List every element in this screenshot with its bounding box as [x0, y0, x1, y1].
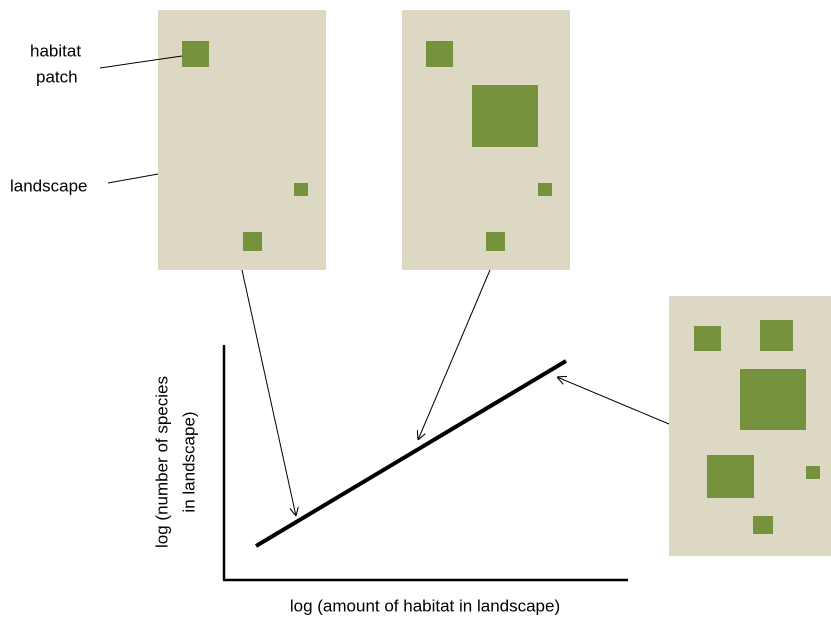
patch [472, 85, 538, 147]
patch [740, 369, 806, 430]
patch [538, 183, 552, 196]
landscape-3 [669, 296, 831, 556]
y-axis-label: log (number of species in landscape) [152, 376, 198, 548]
trend-line [254, 359, 568, 548]
patch [753, 516, 773, 534]
patch [760, 320, 793, 351]
y-axis-label-line: in landscape) [179, 411, 198, 512]
arrow [241, 269, 296, 516]
x-axis-label: log (amount of habitat in landscape) [290, 596, 560, 615]
patch [294, 183, 308, 196]
patch [486, 232, 505, 251]
patch [243, 232, 262, 251]
arrow [557, 377, 670, 425]
arrow [418, 269, 491, 440]
patch [426, 41, 453, 67]
pointer-line [107, 173, 159, 184]
label-landscape: landscape [10, 176, 88, 195]
label-patch: patch [36, 67, 78, 86]
patch [707, 455, 754, 498]
patch [694, 326, 721, 351]
y-axis-label-line: log (number of species [152, 376, 171, 548]
pointer-line [99, 55, 183, 69]
landscape-2 [402, 10, 570, 270]
label-habitat: habitat [30, 41, 81, 60]
patch [182, 41, 209, 67]
landscape-1 [158, 10, 326, 270]
patch [806, 466, 820, 479]
